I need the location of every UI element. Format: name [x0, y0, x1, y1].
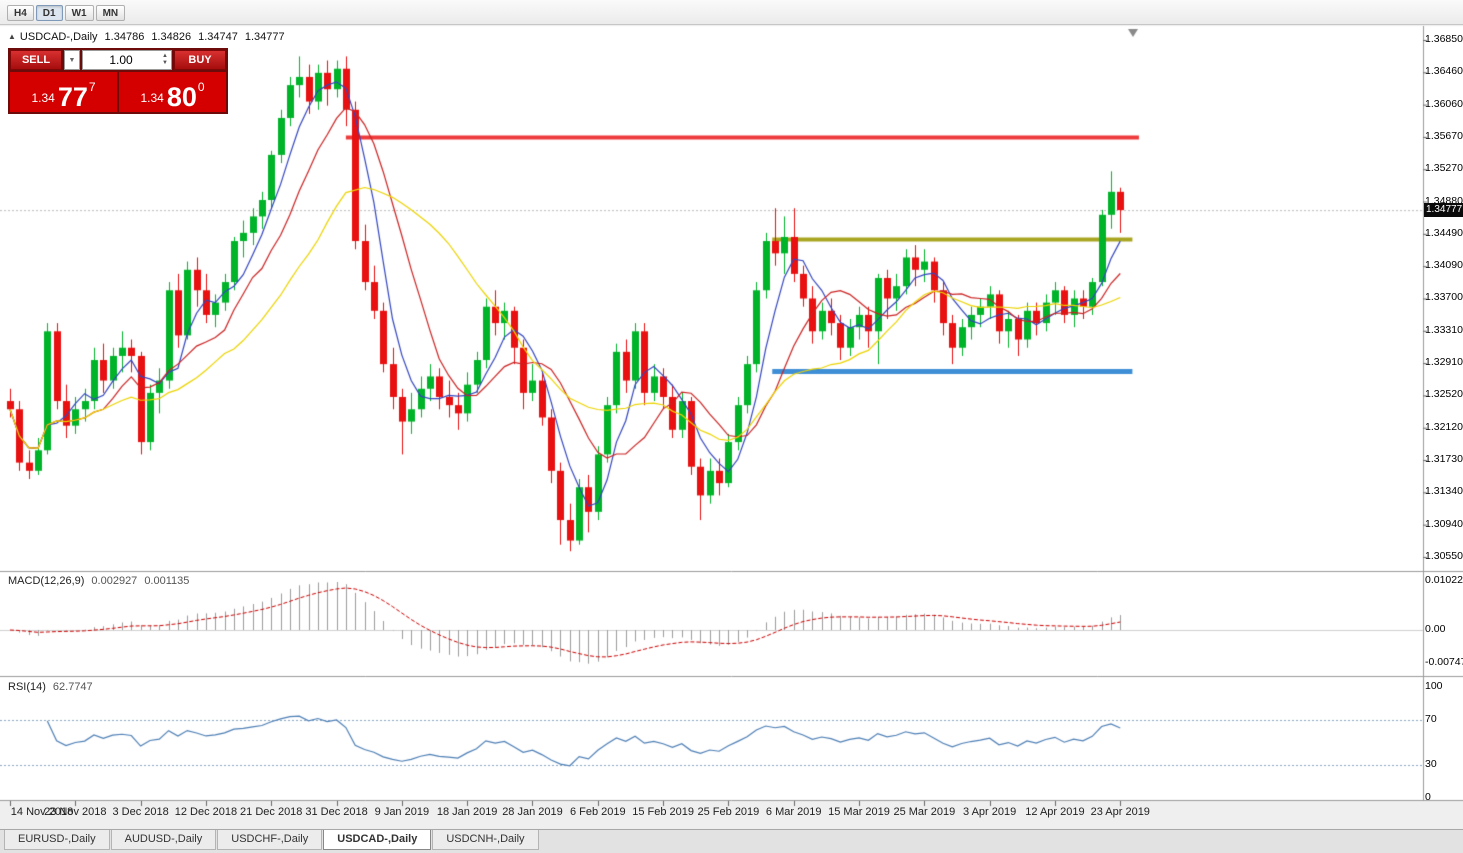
- rsi-axis-label: 70: [1425, 713, 1437, 726]
- price-axis-label: 1.35670: [1425, 129, 1463, 142]
- price-axis-label: 1.32910: [1425, 356, 1463, 369]
- timeframe-button-w1[interactable]: W1: [64, 5, 94, 21]
- macd-indicator-header: MACD(12,26,9) 0.002927 0.001135: [8, 575, 189, 587]
- ohlc-open: 1.34786: [104, 31, 145, 43]
- chart-tab-bar: EURUSD-,Daily AUDUSD-,Daily USDCHF-,Daily U…: [0, 829, 1463, 853]
- bottom-tab-audusd[interactable]: AUDUSD-,Daily: [110, 830, 217, 850]
- date-axis-label: 12 Dec 2018: [174, 806, 238, 818]
- rsi-axis-label: 30: [1425, 757, 1437, 770]
- macd-signal-value: 0.001135: [144, 575, 190, 587]
- date-axis-label: 28 Jan 2019: [502, 806, 563, 818]
- date-axis-label: 14 Nov 2018: [10, 806, 74, 818]
- price-axis-label: 1.30940: [1425, 517, 1463, 530]
- bottom-tab-usdchf[interactable]: USDCHF-,Daily: [217, 830, 323, 850]
- ohlc-low: 1.34747: [198, 31, 238, 43]
- timeframe-button-mn[interactable]: MN: [95, 5, 126, 21]
- chart-title: USDCAD-,Daily: [19, 31, 98, 43]
- date-axis-label: 3 Dec 2018: [112, 806, 169, 818]
- price-axis-label: 1.36060: [1425, 97, 1463, 110]
- price-axis-label: 1.36850: [1425, 33, 1463, 45]
- date-axis-label: 23 Apr 2019: [1090, 806, 1150, 818]
- trade-prices-row: 1.34 77 7 1.34 80 0: [10, 72, 226, 112]
- bottom-tab-eurusd[interactable]: EURUSD-,Daily: [4, 830, 110, 850]
- volume-dropdown-button[interactable]: ▼: [64, 50, 80, 70]
- buy-price-sup: 0: [197, 80, 205, 94]
- buy-price-big: 80: [166, 82, 197, 113]
- date-axis-label: 31 Dec 2018: [305, 806, 368, 818]
- volume-stepper[interactable]: 1.00 ▲ ▼: [82, 50, 172, 70]
- date-axis-label: 23 Nov 2018: [44, 806, 107, 818]
- price-axis-label: 1.34490: [1425, 226, 1463, 239]
- price-axis-label: 1.33700: [1425, 291, 1463, 304]
- rsi-value: 62.7747: [52, 681, 93, 693]
- macd-main-value: 0.002927: [91, 575, 138, 587]
- bottom-tab-usdcnh[interactable]: USDCNH-,Daily: [432, 830, 539, 850]
- ohlc-high: 1.34826: [151, 31, 192, 43]
- rsi-indicator-header: RSI(14) 62.7747: [8, 681, 93, 693]
- date-axis-label: 25 Mar 2019: [893, 806, 956, 818]
- one-click-trading-panel: SELL ▼ 1.00 ▲ ▼ BUY 1.34 77 7 1.34 80 0: [8, 48, 228, 114]
- buy-price-small: 1.34: [140, 91, 164, 105]
- sell-price-big: 77: [57, 82, 88, 113]
- buy-price-box[interactable]: 1.34 80 0: [119, 72, 226, 112]
- rsi-label: RSI(14): [8, 681, 46, 693]
- rsi-axis-label: 0: [1425, 791, 1431, 803]
- price-axis-label: 1.35270: [1425, 162, 1463, 175]
- timeframe-button-d1[interactable]: D1: [35, 5, 63, 21]
- date-axis-label: 12 Apr 2019: [1025, 806, 1085, 818]
- date-axis-label: 21 Dec 2018: [240, 806, 303, 818]
- current-price-tag: 1.34777: [1424, 203, 1463, 218]
- date-axis-label: 18 Jan 2019: [436, 806, 498, 818]
- volume-input[interactable]: 1.00: [109, 53, 133, 67]
- price-axis-label: 1.33310: [1425, 323, 1463, 336]
- spin-up-icon[interactable]: ▲: [162, 53, 168, 60]
- date-axis-label: 3 Apr 2019: [963, 806, 1017, 818]
- price-axis-label: 1.31730: [1425, 453, 1463, 466]
- sell-price-sup: 7: [88, 80, 96, 94]
- price-axis-label: 1.34090: [1425, 259, 1463, 272]
- price-axis-label: 1.32120: [1425, 420, 1463, 433]
- chart-symbol-icon: ▲: [8, 32, 16, 41]
- dropdown-icon: ▼: [68, 56, 76, 64]
- sell-price-small: 1.34: [31, 91, 55, 105]
- sell-price-box[interactable]: 1.34 77 7: [10, 72, 117, 112]
- date-axis-label: 6 Feb 2019: [569, 806, 626, 818]
- date-axis-label: 25 Feb 2019: [697, 806, 760, 818]
- volume-spinner[interactable]: ▲ ▼: [159, 53, 171, 66]
- rsi-axis-label: 100: [1425, 680, 1443, 692]
- spin-down-icon[interactable]: ▼: [162, 60, 168, 66]
- date-axis-label: 6 Mar 2019: [765, 806, 822, 818]
- price-axis-label: 1.31340: [1425, 485, 1463, 498]
- date-axis-label: 15 Mar 2019: [828, 806, 890, 818]
- timeframe-button-h4[interactable]: H4: [7, 5, 34, 21]
- price-axis-label: 1.32520: [1425, 388, 1463, 401]
- timeframe-buttons: H4 D1 W1 MN: [6, 3, 126, 21]
- ohlc-close: 1.34777: [244, 31, 285, 43]
- date-axis-label: 9 Jan 2019: [374, 806, 430, 818]
- bottom-tab-usdcad[interactable]: USDCAD-,Daily: [323, 830, 432, 850]
- macd-axis-label: 0.010229: [1425, 574, 1463, 586]
- macd-axis-label: 0.00: [1425, 623, 1446, 635]
- macd-axis-label: -0.00747: [1425, 656, 1463, 668]
- trade-controls-row: SELL ▼ 1.00 ▲ ▼ BUY: [10, 50, 226, 70]
- top-toolbar: H4 D1 W1 MN: [0, 0, 1463, 25]
- chart-title-bar: ▲ USDCAD-,Daily 1.34786 1.34826 1.34747 1.347…: [8, 31, 285, 43]
- price-axis-label: 1.36460: [1425, 65, 1463, 78]
- macd-label: MACD(12,26,9): [8, 575, 85, 587]
- date-axis-label: 15 Feb 2019: [632, 806, 694, 818]
- sell-button[interactable]: SELL: [10, 50, 62, 70]
- price-axis-label: 1.30550: [1425, 549, 1463, 562]
- buy-button[interactable]: BUY: [174, 50, 226, 70]
